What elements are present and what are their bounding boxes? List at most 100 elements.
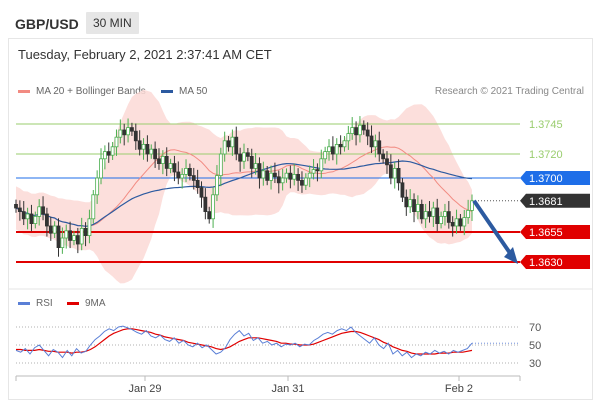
- research-credit: Research © 2021 Trading Central: [434, 86, 584, 97]
- candle-body: [37, 206, 42, 217]
- legend-swatch-9ma: [67, 301, 79, 305]
- candle-body: [207, 211, 212, 220]
- candle-body: [408, 199, 413, 208]
- candle-body: [56, 225, 61, 249]
- candle-body: [284, 172, 289, 179]
- candle-body: [319, 158, 324, 172]
- candle-body: [419, 203, 424, 220]
- candle-body: [222, 140, 227, 155]
- legend-label-ma50: MA 50: [179, 86, 208, 97]
- candle-body: [435, 207, 440, 224]
- candle-body: [191, 175, 196, 181]
- candle-body: [396, 167, 401, 184]
- candle-body: [392, 167, 397, 179]
- candle-body: [238, 153, 243, 162]
- chart-datetime: Tuesday, February 2, 2021 2:37:41 AM CET: [18, 47, 272, 62]
- candle-body: [245, 152, 250, 157]
- candle-body: [130, 127, 134, 132]
- legend-ma20-bollinger: MA 20 + Bollinger Bands: [18, 86, 146, 97]
- candle-body: [195, 179, 200, 188]
- level-label-1.3720: 1.3720: [529, 149, 563, 161]
- candle-body: [242, 152, 246, 162]
- level-tag-1.3655: [520, 225, 590, 239]
- rsi-line: [15, 325, 473, 359]
- candle-body: [439, 215, 443, 224]
- legend-swatch-ma20: [18, 89, 30, 93]
- candle-body: [172, 163, 177, 173]
- candle-body: [114, 136, 119, 148]
- candle-body: [423, 211, 428, 220]
- candle-body: [346, 133, 351, 142]
- candle-body: [14, 203, 18, 209]
- candle-body: [358, 124, 362, 136]
- candle-body: [83, 227, 88, 236]
- candle-body: [354, 127, 358, 136]
- candle-body: [330, 146, 335, 155]
- candle-body: [261, 170, 266, 179]
- candle-body: [365, 129, 370, 137]
- candle-body: [48, 225, 53, 234]
- x-tick-label: Feb 2: [445, 383, 473, 395]
- legend-9ma: 9MA: [67, 298, 106, 309]
- forecast-arrow-head: [504, 247, 518, 264]
- candle-body: [292, 173, 297, 180]
- rsi-tick-50: 50: [529, 340, 541, 352]
- candle-body: [470, 200, 474, 211]
- candle-body: [230, 136, 235, 148]
- candle-body: [218, 153, 223, 177]
- rsi-tick-30: 30: [529, 358, 541, 370]
- candle-body: [315, 169, 320, 172]
- candle-body: [187, 167, 192, 176]
- candle-body: [307, 172, 312, 179]
- candle-body: [45, 213, 49, 227]
- candle-body: [52, 225, 57, 234]
- candle-body: [33, 215, 38, 224]
- candle-body: [60, 237, 65, 248]
- x-tick-label: Jan 29: [128, 383, 161, 395]
- candle-body: [415, 203, 420, 212]
- candle-body: [342, 140, 347, 148]
- candle-body: [265, 170, 270, 181]
- candle-body: [106, 151, 111, 156]
- candle-body: [377, 140, 382, 155]
- candle-body: [280, 177, 285, 184]
- candle-body: [211, 194, 215, 220]
- candle-body: [102, 151, 107, 160]
- header: GBP/USD 30 MIN: [0, 0, 596, 38]
- candle-body: [412, 199, 416, 213]
- candle-body: [311, 169, 316, 174]
- candle-body: [141, 143, 146, 150]
- candle-body: [29, 213, 34, 224]
- candle-body: [458, 218, 463, 227]
- candle-body: [253, 163, 258, 169]
- legend-rsi: RSI: [18, 298, 53, 309]
- candle-body: [91, 194, 96, 220]
- candle-body: [215, 175, 219, 196]
- forecast-arrow-shaft: [472, 199, 514, 258]
- candle-body: [257, 163, 262, 179]
- level-label-1.3681: 1.3681: [529, 196, 563, 208]
- candle-body: [118, 129, 123, 138]
- candle-body: [431, 207, 436, 217]
- candle-body: [388, 164, 393, 179]
- candle-body: [369, 135, 374, 148]
- candle-body: [288, 172, 293, 180]
- candle-body: [381, 153, 386, 160]
- candle-body: [327, 146, 331, 153]
- legend-swatch-ma50: [161, 89, 173, 93]
- candle-body: [149, 148, 154, 155]
- candle-body: [164, 155, 169, 169]
- candle-body: [234, 136, 239, 155]
- interval-badge[interactable]: 30 MIN: [86, 12, 139, 34]
- candle-body: [296, 173, 301, 181]
- candle-body: [68, 230, 73, 241]
- candle-body: [454, 218, 459, 227]
- candle-body: [21, 211, 26, 220]
- legend-label-ma20: MA 20 + Bollinger Bands: [36, 86, 146, 97]
- candle-body: [176, 171, 181, 179]
- legend-label-9ma: 9MA: [85, 298, 106, 309]
- candle-body: [145, 143, 150, 155]
- candle-body: [160, 155, 165, 164]
- candle-body: [443, 211, 447, 217]
